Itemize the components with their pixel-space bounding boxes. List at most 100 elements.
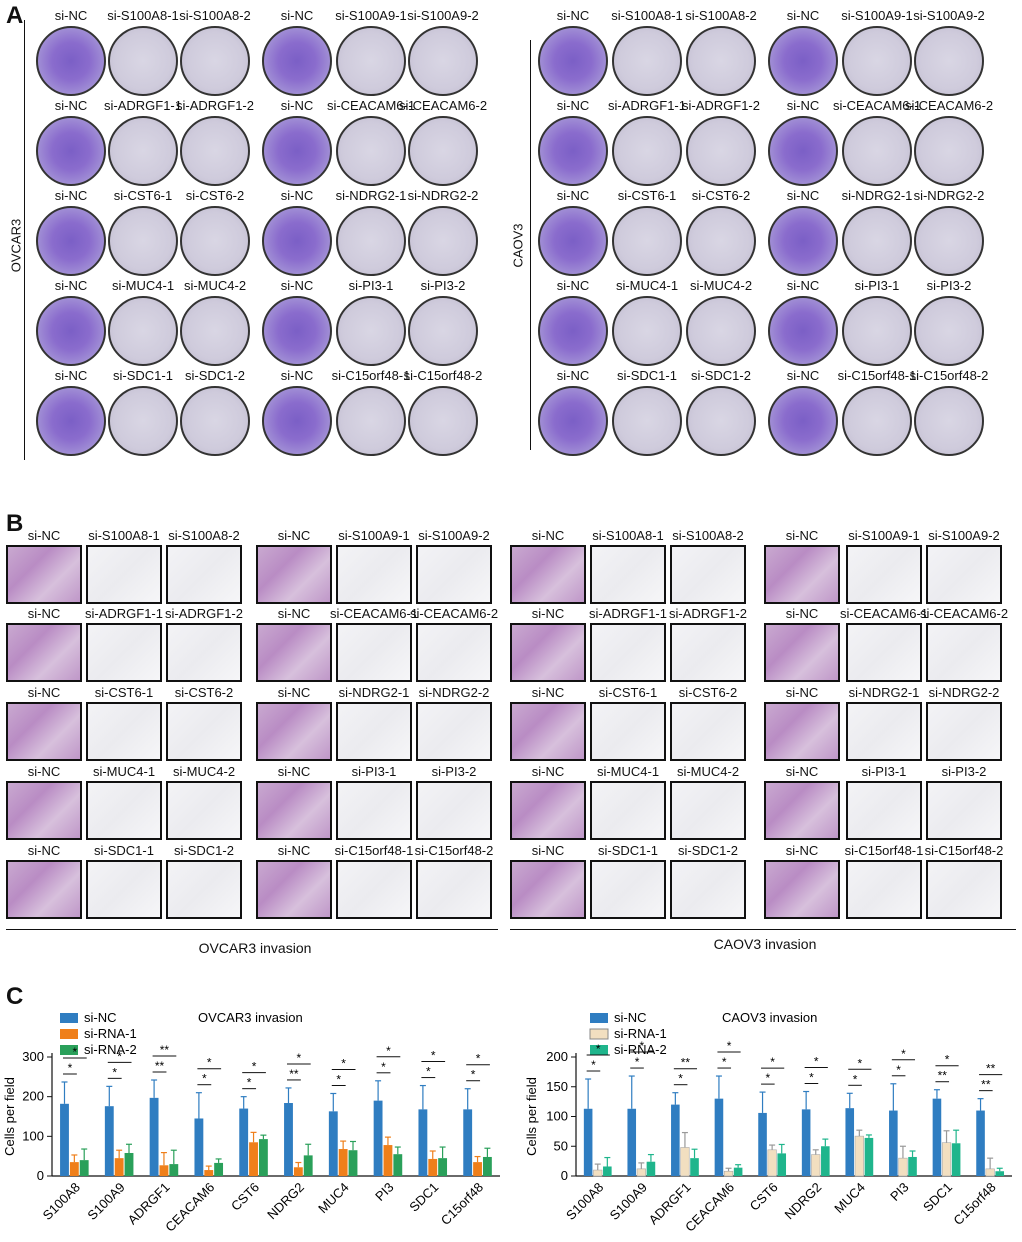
significance-mark: * [476,1052,481,1066]
colony-dish-image [180,386,250,456]
colony-dish-image [36,296,106,366]
significance-mark: * [471,1068,476,1082]
invasion-label: si-NC [27,764,61,779]
colony-dish-image [686,386,756,456]
significance-mark: * [727,1039,732,1053]
colony-dish-image [408,296,478,366]
colony-dish-image [612,26,682,96]
colony-dish-image [538,296,608,366]
colony-cell: si-CST6-2 [180,188,250,278]
legend-label: si-NC [84,1010,117,1025]
bar [714,1098,724,1176]
colony-cell: si-NC [538,278,608,368]
invasion-micrograph [510,545,586,604]
colony-label: si-MUC4-1 [111,278,175,293]
invasion-micrograph [416,702,492,761]
bar [258,1139,268,1176]
colony-dish-image [768,206,838,276]
colony-cell: si-CST6-1 [108,188,178,278]
invasion-micrograph [670,781,746,840]
panel-a-colony-formation: OVCAR3 CAOV3 si-NC si-S100A8-1 si-S100A8-2… [0,0,1022,500]
colony-label: si-ADRGF1-1 [607,98,686,113]
invasion-label: si-ADRGF1-1 [588,606,667,621]
colony-label: si-NC [280,8,314,23]
x-tick-label: CEACAM6 [162,1180,217,1235]
colony-cell: si-C15orf48-2 [910,368,988,458]
significance-mark: * [591,1058,596,1072]
invasion-cell: si-C15orf48-1 [845,843,923,921]
invasion-micrograph [256,623,332,682]
colony-label: si-MUC4-1 [615,278,679,293]
legend-label: si-RNA-1 [614,1026,667,1041]
x-tick-label: CST6 [747,1180,781,1214]
ovcar3-invasion-chart: 0 100 200 300 Cells per field OVCAR3 invasion… [2,1010,500,1235]
colony-dish-image [914,206,984,276]
significance-mark: * [386,1044,391,1058]
colony-cell: si-CEACAM6-2 [905,98,993,188]
colony-dish-image [262,116,332,186]
colony-label: si-PI3-1 [348,278,394,293]
colony-dish-image [538,26,608,96]
colony-dish-image [914,386,984,456]
invasion-label: si-CEACAM6-1 [839,606,929,621]
invasion-micrograph [670,702,746,761]
significance-mark: * [341,1056,346,1070]
colony-dish-image [842,116,912,186]
colony-cell: si-S100A9-2 [913,8,985,98]
invasion-label: si-C15orf48-2 [924,843,1004,858]
invasion-micrograph [6,781,82,840]
x-tick-label: SDC1 [920,1180,955,1215]
invasion-cell: si-SDC1-1 [590,843,666,921]
invasion-micrograph [764,545,840,604]
x-tick-label: S100A8 [563,1180,606,1223]
invasion-micrograph [846,781,922,840]
colony-cell: si-CST6-2 [686,188,756,278]
bar [373,1100,383,1176]
invasion-micrograph [764,781,840,840]
invasion-cell: si-NC [256,764,332,842]
legend-swatch [590,1045,608,1055]
bar [338,1149,348,1176]
colony-label: si-NC [786,188,820,203]
colony-cell: si-NC [768,8,838,98]
bar [214,1162,224,1176]
invasion-micrograph [336,781,412,840]
colony-dish-image [336,206,406,276]
colony-dish-image [686,116,756,186]
colony-dish-image [108,26,178,96]
bar [418,1109,428,1176]
caov3-bracket-line [530,40,531,450]
x-tick-label: NDRG2 [782,1180,825,1223]
colony-label: si-ADRGF1-2 [681,98,760,113]
y-axis-label: Cells per field [524,1077,539,1156]
bar [854,1135,864,1177]
bar [104,1106,114,1176]
bar [194,1118,204,1176]
invasion-cell: si-SDC1-2 [670,843,746,921]
colony-label: si-S100A8-2 [179,8,251,23]
bar [864,1137,874,1176]
colony-label: si-SDC1-2 [185,368,245,383]
colony-dish-image [108,296,178,366]
invasion-cell: si-CEACAM6-1 [330,606,418,684]
significance-mark: ** [160,1043,170,1057]
colony-label: si-CST6-2 [691,188,751,203]
bar [328,1111,338,1176]
invasion-cell: si-NC [510,528,586,606]
colony-cell: si-S100A8-2 [685,8,757,98]
colony-dish-image [336,386,406,456]
colony-cell: si-NC [262,8,332,98]
bar [889,1110,898,1176]
colony-dish-image [538,206,608,276]
bar [821,1146,830,1176]
invasion-cell: si-CEACAM6-1 [840,606,928,684]
colony-cell: si-NC [768,188,838,278]
invasion-label: si-NDRG2-1 [338,685,410,700]
colony-label: si-NDRG2-2 [407,188,479,203]
invasion-micrograph [256,545,332,604]
invasion-cell: si-SDC1-1 [86,843,162,921]
bar [303,1155,313,1176]
invasion-micrograph [764,623,840,682]
invasion-cell: si-NDRG2-1 [846,685,922,763]
invasion-micrograph [764,702,840,761]
